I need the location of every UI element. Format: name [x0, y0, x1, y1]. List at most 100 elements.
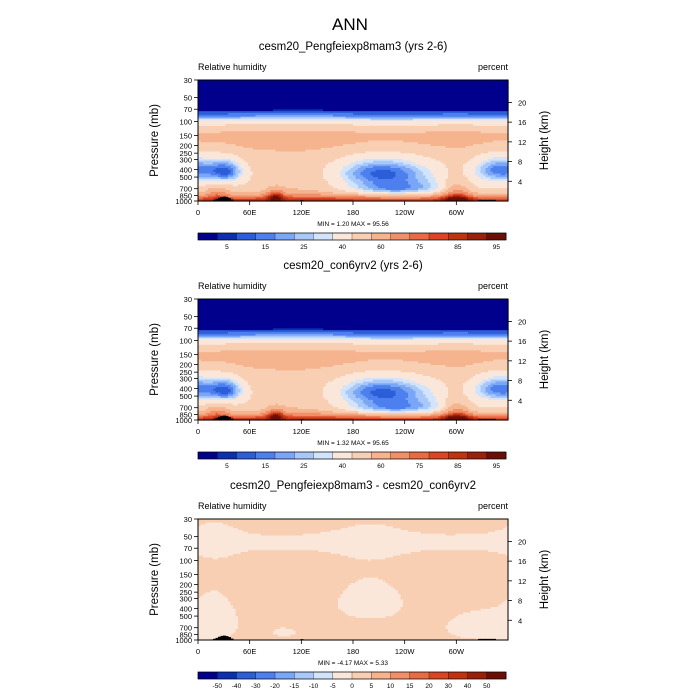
contour-cell [390, 190, 402, 193]
contour-cell [423, 171, 432, 175]
contour-cell [198, 118, 372, 121]
contour-cell [468, 332, 509, 335]
contour-cell [198, 335, 242, 339]
contour-cell [433, 410, 442, 414]
contour-cell [443, 332, 469, 335]
contour-cell [198, 173, 212, 176]
colorbar-swatch [371, 671, 391, 680]
colorbar-label: 95 [493, 463, 501, 470]
contour-cell [388, 583, 509, 586]
contour-cell [273, 109, 324, 112]
contour-cell [413, 118, 509, 121]
contour-cell [230, 193, 262, 197]
contour-cell [503, 528, 509, 531]
contour-cell [283, 190, 319, 193]
contour-cell [445, 166, 464, 169]
contour-cell [358, 387, 367, 390]
contour-cell [330, 552, 412, 555]
contour-cell [230, 385, 237, 388]
contour-cell [243, 392, 254, 395]
contour-cell [323, 109, 509, 112]
contour-cell [340, 528, 402, 531]
topography-cell [213, 199, 216, 201]
contour-cell [473, 343, 509, 346]
contour-cell [448, 171, 464, 175]
contour-cell [348, 383, 357, 386]
x-tick-label: 180 [347, 208, 360, 217]
contour-cell [490, 388, 509, 392]
contour-cell [370, 390, 397, 394]
contour-cell [235, 363, 344, 366]
contour-cell [198, 191, 212, 195]
contour-cell [480, 168, 487, 171]
contour-cell [365, 414, 432, 417]
contour-cell [420, 388, 432, 392]
contour-cell [505, 173, 509, 176]
contour-cell [250, 387, 324, 390]
contour-cell [248, 180, 329, 184]
contour-cell [448, 630, 509, 634]
variable-label: Relative humidity [198, 62, 267, 72]
contour-cell [433, 418, 442, 421]
contour-cell [198, 308, 509, 311]
contour-cell [220, 131, 357, 134]
contour-cell [360, 166, 374, 169]
contour-cell [323, 394, 342, 397]
contour-cell [470, 377, 489, 381]
contour-cell [480, 390, 487, 394]
contour-cell [430, 157, 474, 160]
contour-cell [430, 376, 474, 379]
contour-cell [198, 111, 509, 114]
contour-cell [440, 416, 447, 419]
topography-cell [480, 199, 484, 201]
topography-cell [493, 638, 496, 640]
colorbar-swatch [274, 232, 295, 241]
contour-cell [430, 390, 449, 394]
contour-cell [410, 379, 442, 383]
contour-cell [205, 412, 217, 416]
contour-cell [198, 352, 509, 355]
contour-cell [470, 158, 489, 162]
contour-cell [400, 190, 419, 193]
contour-cell [443, 407, 449, 410]
contour-cell [198, 599, 229, 603]
contour-cell [198, 92, 509, 96]
colorbar-swatch [255, 671, 276, 680]
contour-cell [235, 179, 252, 182]
contour-cell [275, 368, 307, 372]
contour-field [198, 299, 509, 421]
contour-cell [445, 403, 454, 406]
contour-cell [468, 418, 474, 421]
contour-cell [333, 191, 359, 195]
contour-cell [228, 555, 349, 559]
contour-cell [388, 410, 407, 414]
contour-cell [463, 168, 477, 171]
contour-cell [198, 175, 219, 178]
panel-title: cesm20_Pengfeiexp8mam3 (yrs 2-6) [259, 41, 448, 53]
contour-cell [230, 409, 262, 412]
contour-cell [443, 113, 469, 116]
y-right-tick-label: 12 [518, 577, 526, 586]
contour-cell [418, 361, 484, 364]
contour-cell [228, 636, 462, 639]
contour-cell [370, 392, 397, 395]
colorbar-label: 75 [416, 463, 424, 470]
contour-cell [198, 585, 349, 588]
contour-cell [418, 407, 429, 410]
contour-cell [345, 155, 424, 158]
colorbar-label: -20 [270, 683, 280, 690]
contour-cell [198, 407, 209, 410]
contour-cell [198, 341, 509, 344]
contour-cell [355, 182, 364, 186]
colorbar-label: 25 [300, 244, 308, 251]
contour-cell [365, 184, 377, 187]
contour-cell [285, 191, 334, 195]
colorbar-swatch [236, 232, 257, 241]
contour-cell [228, 396, 237, 399]
contour-cell [375, 388, 392, 392]
colorbar-swatch [351, 671, 372, 680]
contour-cell [270, 191, 282, 195]
contour-cell [448, 193, 454, 197]
contour-cell [198, 80, 509, 83]
contour-cell [363, 162, 404, 165]
